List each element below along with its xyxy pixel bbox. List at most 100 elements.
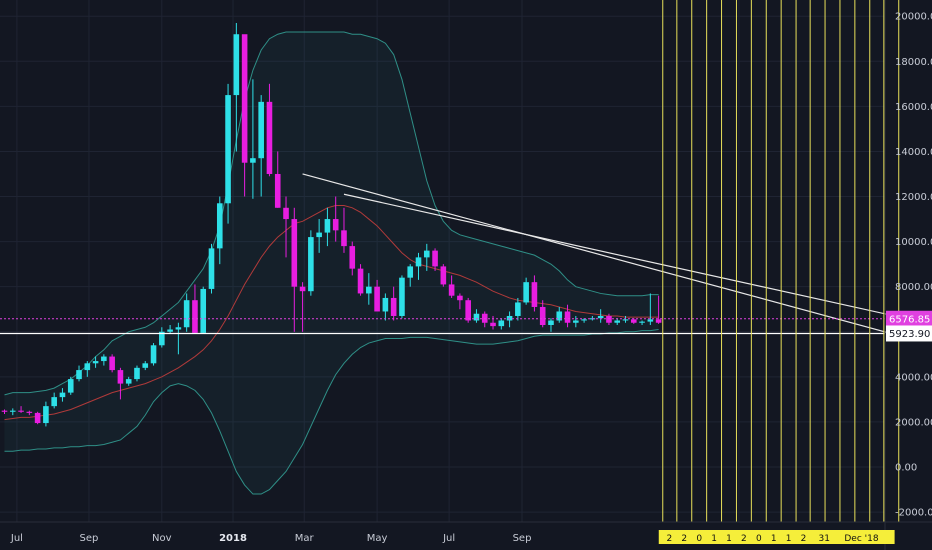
candle-down <box>291 219 298 287</box>
candle-down <box>241 34 248 163</box>
bollinger-upper-line <box>4 31 659 396</box>
y-tick-label: 12000.00 <box>895 192 932 203</box>
candle-up <box>506 315 513 321</box>
x-tick-label: Jul <box>10 533 23 544</box>
candle-up <box>142 363 149 368</box>
candle-down <box>26 411 33 413</box>
candle-down <box>109 356 115 371</box>
trendline[interactable] <box>302 173 891 334</box>
candle-down <box>349 246 356 269</box>
cycle-label-strip <box>658 530 895 544</box>
candle-up <box>150 345 157 364</box>
x-tick-label: 2018 <box>219 533 247 544</box>
cycle-label: Dec '18 <box>844 534 878 544</box>
candle-up <box>59 392 66 398</box>
candle-up <box>573 320 579 323</box>
support-price-label: 5923.90 <box>889 329 930 340</box>
candle-up <box>101 356 107 362</box>
candle-up <box>51 397 57 407</box>
candle-down <box>34 412 41 424</box>
candle-up <box>639 321 645 323</box>
candle-down <box>606 315 612 323</box>
candles <box>1 22 662 427</box>
candle-down <box>274 173 281 208</box>
candle-down <box>341 230 347 247</box>
y-tick-label: 20000.00 <box>895 12 932 23</box>
candle-up <box>76 370 82 380</box>
candle-up <box>622 319 629 321</box>
y-tick-label: 14000.00 <box>895 147 932 158</box>
cycle-label: 1 <box>726 534 732 544</box>
y-tick-label: 16000.00 <box>895 102 932 113</box>
candle-up <box>614 320 621 323</box>
candle-up <box>250 158 256 163</box>
trendline[interactable] <box>343 193 932 333</box>
candle-up <box>515 302 521 316</box>
horizontal-levels[interactable] <box>0 318 885 335</box>
candle-up <box>200 288 207 333</box>
candle-up <box>159 331 165 346</box>
candle-down <box>539 306 546 325</box>
candle-up <box>258 101 264 159</box>
current-price-label: 6576.85 <box>889 314 930 325</box>
candle-down <box>440 266 447 285</box>
price-tags: 6576.85 5923.90 <box>886 310 932 342</box>
candle-down <box>448 284 455 296</box>
y-tick-label: 2000.00 <box>895 417 932 428</box>
candle-down <box>390 297 397 316</box>
x-tick-label: Mar <box>295 533 315 544</box>
candle-up <box>597 315 604 319</box>
time-cycle-lines[interactable] <box>662 0 900 522</box>
y-tick-label: 4000.00 <box>895 372 932 383</box>
bollinger-band-area <box>4 31 659 495</box>
cycle-label: 0 <box>696 534 702 544</box>
candle-down <box>283 207 289 220</box>
cycle-label: 1 <box>711 534 717 544</box>
candle-down <box>1 410 8 412</box>
x-tick-label: Nov <box>152 533 172 544</box>
candle-down <box>457 295 463 301</box>
candle-up <box>92 361 99 364</box>
candle-up <box>308 237 314 292</box>
candle-down <box>192 300 198 333</box>
candle-down <box>481 313 488 323</box>
candle-up <box>9 410 16 412</box>
x-axis[interactable]: JulSepNov2018MarMayJulSepMar220112011231… <box>0 521 932 544</box>
candle-up <box>324 219 331 233</box>
candle-down <box>465 300 471 321</box>
y-tick-label: 8000.00 <box>895 282 932 293</box>
candle-up <box>473 313 480 321</box>
candle-down <box>299 286 306 292</box>
x-tick-label: Sep <box>80 533 99 544</box>
trendlines[interactable] <box>302 173 932 334</box>
candle-up <box>647 319 654 322</box>
candle-up <box>556 311 563 321</box>
candle-down <box>490 322 496 327</box>
grid-lines <box>0 0 885 522</box>
current-price-tag <box>886 310 932 327</box>
candle-up <box>423 250 430 258</box>
candle-up <box>523 282 529 303</box>
candle-up <box>216 203 223 249</box>
cycle-label: 2 <box>741 534 747 544</box>
candle-up <box>167 329 173 332</box>
candle-down <box>655 319 662 323</box>
candle-down <box>432 250 438 267</box>
x-tick-label: Sep <box>513 533 532 544</box>
candle-down <box>266 101 273 174</box>
candle-down <box>564 311 571 323</box>
candle-up <box>382 297 389 312</box>
x-tick-label: Jul <box>442 533 455 544</box>
candle-down <box>18 410 24 412</box>
candle-up <box>175 327 182 330</box>
candle-up <box>366 286 372 294</box>
candle-up <box>233 34 240 96</box>
candle-up <box>407 266 414 278</box>
bollinger-band-fill <box>4 31 659 495</box>
candle-up <box>43 406 49 424</box>
cycle-label: 0 <box>756 534 762 544</box>
cycle-label: 1 <box>771 534 777 544</box>
support-price-tag <box>886 325 932 342</box>
